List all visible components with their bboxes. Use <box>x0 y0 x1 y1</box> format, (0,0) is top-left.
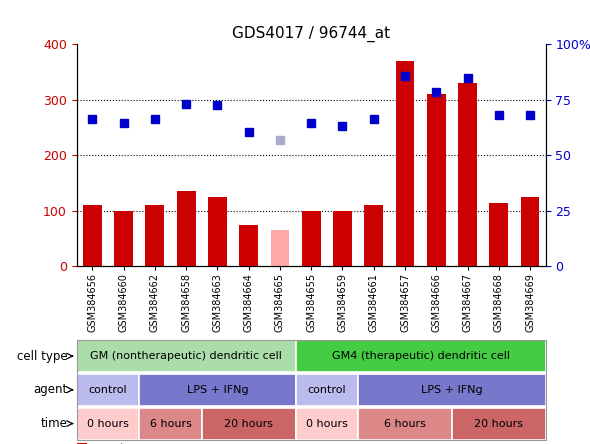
Title: GDS4017 / 96744_at: GDS4017 / 96744_at <box>232 25 391 42</box>
Text: LPS + IFNg: LPS + IFNg <box>186 385 248 395</box>
Text: 6 hours: 6 hours <box>150 419 191 428</box>
Bar <box>458 83 477 266</box>
Bar <box>490 202 508 266</box>
Text: 6 hours: 6 hours <box>384 419 426 428</box>
Bar <box>114 211 133 266</box>
Bar <box>271 230 289 266</box>
Text: control: control <box>88 385 127 395</box>
Bar <box>427 95 445 266</box>
Bar <box>521 197 539 266</box>
Text: 20 hours: 20 hours <box>224 419 273 428</box>
Text: time: time <box>41 417 68 430</box>
Text: cell type: cell type <box>17 349 68 363</box>
Text: LPS + IFNg: LPS + IFNg <box>421 385 483 395</box>
Text: 0 hours: 0 hours <box>306 419 348 428</box>
Bar <box>83 206 101 266</box>
Text: GM4 (therapeutic) dendritic cell: GM4 (therapeutic) dendritic cell <box>332 351 510 361</box>
Text: count: count <box>93 443 124 444</box>
Text: control: control <box>307 385 346 395</box>
Bar <box>146 206 164 266</box>
Bar <box>365 206 383 266</box>
Text: GM (nontherapeutic) dendritic cell: GM (nontherapeutic) dendritic cell <box>90 351 282 361</box>
Bar <box>302 211 320 266</box>
Bar <box>333 211 352 266</box>
Bar <box>396 61 414 266</box>
Bar <box>208 197 227 266</box>
Text: 0 hours: 0 hours <box>87 419 129 428</box>
Text: agent: agent <box>34 383 68 396</box>
Bar <box>177 191 195 266</box>
Text: 20 hours: 20 hours <box>474 419 523 428</box>
Bar <box>240 225 258 266</box>
